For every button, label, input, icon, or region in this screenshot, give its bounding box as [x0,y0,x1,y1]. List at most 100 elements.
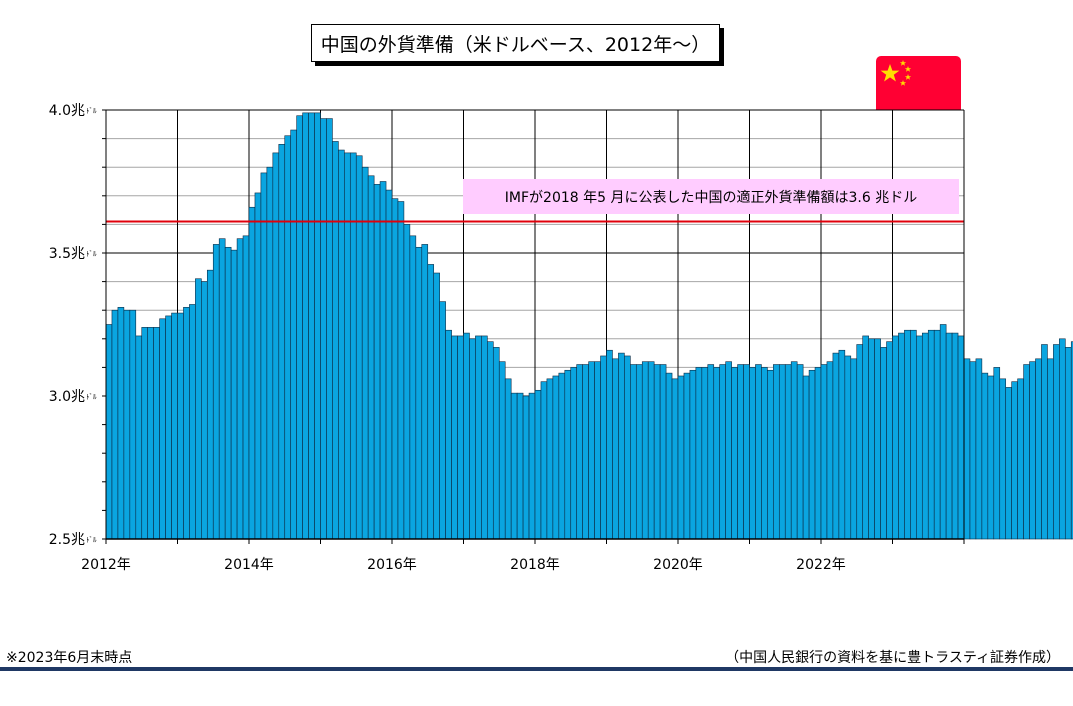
bar [951,332,959,540]
imf-annotation: IMFが2018 年5 月に公表した中国の適正外貨準備額は3.6 兆ドル [504,189,918,206]
bar [492,347,500,540]
bar [302,112,309,540]
bar [767,369,774,540]
footnote: ※2023年6月末時点 [6,650,133,666]
bar [713,367,721,540]
bar [618,352,625,540]
bar [1035,358,1042,540]
bar [796,364,804,540]
bar [320,118,327,540]
bar [290,129,297,540]
bar [606,349,613,540]
flag-small-star [899,80,907,86]
bar [451,335,458,540]
bar [296,115,303,540]
bar [665,372,673,540]
bar [355,155,363,540]
bar [921,332,929,540]
bar [975,358,983,540]
bar [999,378,1007,540]
bar [552,375,560,540]
flag-small-star [899,60,907,66]
bar [630,364,637,540]
bar [778,364,786,540]
x-tick-label: 2016年 [367,557,417,573]
y-tick-label: 3.0兆 [49,389,85,405]
bar [659,364,667,540]
bar [242,235,250,540]
x-tick-label: 2020年 [653,557,703,573]
x-tick-label: 2018年 [510,557,560,573]
bar [707,364,715,540]
bar [719,364,726,540]
bar [653,364,661,540]
bar [373,184,381,540]
bar [564,369,572,540]
bar [850,358,858,540]
bar [349,152,357,540]
bar [135,335,143,540]
bar [892,335,899,540]
bar [224,246,232,540]
bar [683,372,691,540]
bar [576,364,583,540]
chart-title: 中国の外貨準備（米ドルベース、2012年～） [311,24,720,62]
bar [391,198,399,540]
bar [814,367,822,540]
bar [916,335,923,540]
bar [689,369,697,540]
bar [427,264,435,540]
bar [635,364,643,540]
flag-large-star [880,64,900,82]
bar [165,315,172,540]
y-tick-label: 2.5兆 [49,532,85,548]
bar [1023,364,1030,540]
bar [588,361,595,540]
bar [445,329,452,540]
bar [183,307,190,540]
bar [641,361,649,540]
bar [963,358,971,540]
bar [338,149,345,540]
bar [111,309,119,540]
chart-bars [105,112,1073,540]
flag-small-star [904,74,912,80]
flag-small-star [904,66,912,72]
bar [844,355,852,540]
bar [945,332,953,540]
bar [189,304,196,540]
bar [784,364,792,540]
bar [123,309,131,540]
y-unit-label: ﾄﾞﾙ [86,536,97,544]
x-tick-labels: 2012年 2014年 2016年 2018年 2020年 2022年 [81,557,846,573]
chart-axes [102,109,965,544]
bar [403,224,411,540]
bar [933,329,941,540]
china-flag-icon [876,56,961,116]
bar [510,392,518,540]
bar [808,369,816,540]
bar [743,364,750,540]
y-tick-labels: 2.5兆 ﾄﾞﾙ3.0兆 ﾄﾞﾙ3.5兆 ﾄﾞﾙ4.0兆 ﾄﾞﾙ [49,103,97,548]
bar [498,361,506,540]
bar [880,347,887,540]
bar [868,338,875,540]
bar [749,367,756,540]
bar [546,378,554,540]
bar [159,318,166,540]
bar [582,364,589,540]
bar [832,352,840,540]
bar [886,341,893,540]
bar [731,367,738,540]
x-tick-label: 2012年 [81,557,131,573]
x-tick-label: 2014年 [224,557,274,573]
bar [826,361,834,540]
bar [856,344,864,540]
bar [939,324,947,540]
bar [439,301,446,540]
bar [475,335,482,540]
bar [284,135,292,540]
bar [528,392,536,540]
bar [677,375,685,540]
